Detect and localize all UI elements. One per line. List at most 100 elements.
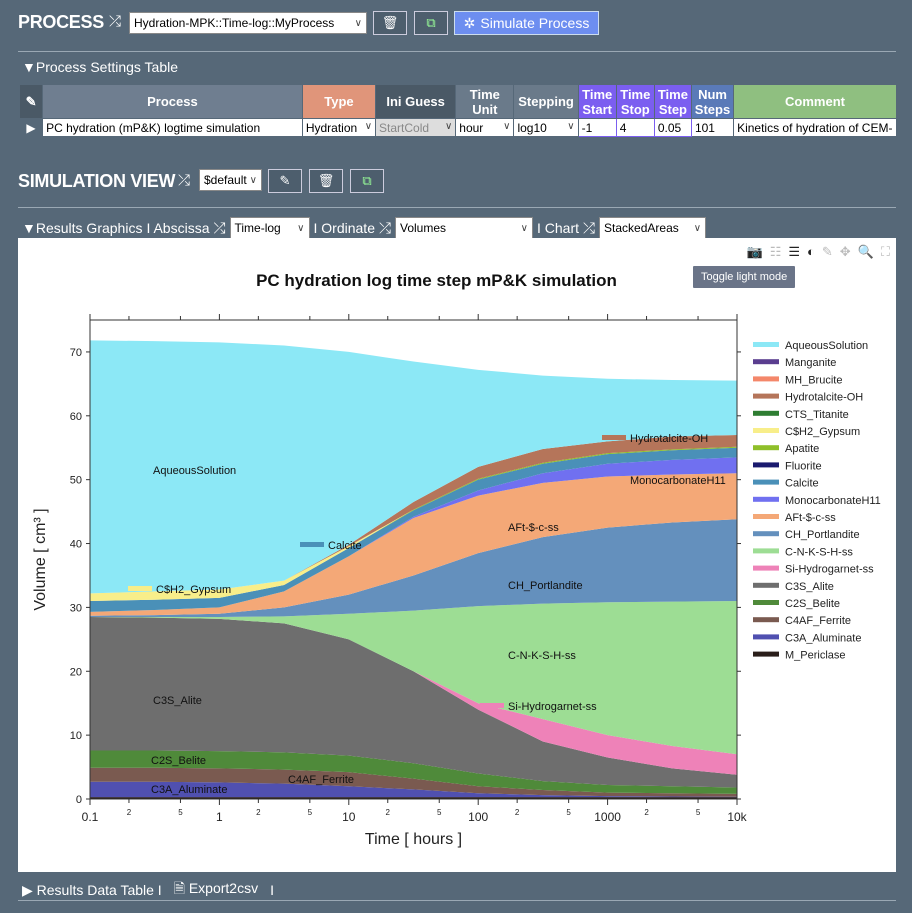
shuffle-icon[interactable]: ⤮ [109, 13, 122, 30]
delete-process-button[interactable]: 🗑 [373, 11, 407, 35]
chevron-down-icon: ∨ [520, 222, 528, 234]
area-ch-portlandite [90, 519, 737, 617]
chart-title: PC hydration log time step mP&K simulati… [256, 271, 617, 290]
shuffle-icon[interactable]: ⤮ [178, 172, 191, 189]
legend-item: Fluorite [785, 460, 822, 472]
export-csv-button[interactable]: 🗎 Export2csv [174, 878, 258, 902]
contrast-icon[interactable]: ◐ [807, 244, 815, 259]
legend-item: CTS_Titanite [785, 409, 849, 421]
cell[interactable]: log10 ∨ [513, 118, 579, 137]
column-header[interactable]: Comment [733, 84, 897, 119]
camera-icon[interactable]: 📷 [746, 244, 763, 259]
legend-item: Calcite [785, 478, 819, 490]
stacked-area-chart[interactable]: 0 10 20 30 40 50 60 70 2 5 2 5 2 5 2 5 2 5 0.1 1 10 100 1000 10… [18, 238, 896, 872]
chart-type-select[interactable]: StackedAreas ∨ [599, 217, 707, 239]
legend-item: C3S_Alite [785, 581, 834, 593]
x-minor-tick-label: 5 [308, 808, 313, 817]
x-minor-tick-label: 2 [386, 808, 391, 817]
annotation-swatch [602, 435, 626, 440]
annotation-label: C-N-K-S-H-ss [508, 650, 576, 662]
cell-value: -1 [581, 120, 593, 135]
devices-eye-icon: ⧉ [362, 173, 372, 188]
legend-item: Hydrotalcite-OH [785, 392, 863, 404]
cell[interactable]: Hydration ∨ [301, 118, 377, 137]
results-data-table-toggle[interactable]: ▶ Results Data Table I [22, 881, 162, 898]
shuffle-icon[interactable]: ⤮ [378, 219, 391, 237]
shuffle-icon[interactable]: ⤮ [213, 219, 226, 237]
annotation-label: Hydrotalcite-OH [630, 433, 708, 445]
y-tick-label: 70 [70, 347, 82, 359]
chart-label: I Chart [537, 220, 580, 236]
legend-swatch [753, 548, 779, 554]
delete-view-button[interactable]: 🗑 [309, 169, 343, 193]
legend-swatch [753, 462, 779, 468]
annotation-swatch [128, 586, 152, 591]
view-select[interactable]: $default ∨ [199, 169, 262, 191]
move-icon[interactable]: ✥ [839, 244, 851, 259]
chevron-down-icon: ∨ [444, 120, 453, 132]
cell-value: PC hydration (mP&K) logtime simulation [46, 120, 261, 135]
annotation-label: C$H2_Gypsum [156, 584, 231, 596]
x-tick-label: 10 [342, 810, 356, 824]
view-process-button[interactable]: ⧉ [414, 11, 448, 35]
legend-swatch [753, 393, 779, 399]
cell[interactable]: PC hydration (mP&K) logtime simulation [42, 118, 303, 137]
results-graphics-toggle[interactable]: ▼Results Graphics [22, 220, 143, 236]
cell-value: StartCold [379, 120, 430, 135]
chevron-down-icon: ∨ [297, 222, 305, 234]
edit-column-header[interactable]: ✎ [18, 84, 44, 119]
cell[interactable]: Kinetics of hydration of CEM- [733, 118, 897, 137]
legend-swatch [753, 445, 779, 451]
cell[interactable]: 4 [615, 118, 655, 137]
autoscale-icon[interactable]: ⛶ [880, 244, 890, 259]
legend-item: C2S_Belite [785, 598, 840, 610]
y-tick-label: 10 [70, 730, 82, 742]
cell[interactable]: 101 [690, 118, 735, 137]
view-devices-button[interactable]: ⧉ [350, 169, 384, 193]
legend-swatch [753, 410, 779, 416]
chevron-down-icon: ∨ [693, 222, 702, 234]
y-tick-label: 0 [76, 794, 82, 806]
process-settings-table: ✎ Process Type Ini Guess Time Unit Stepping T… [18, 84, 897, 137]
zoom-icon[interactable]: 🔍 [857, 244, 874, 259]
divider [18, 51, 896, 52]
column-header[interactable]: Ini Guess [375, 84, 457, 119]
cell[interactable]: hour ∨ [455, 118, 515, 137]
area-c4af-ferrite [90, 767, 737, 797]
legend-swatch [753, 600, 779, 605]
column-header[interactable]: Num Steps [690, 84, 735, 119]
list-icon[interactable]: ☰ [788, 244, 801, 259]
column-header[interactable]: Process [42, 84, 303, 119]
legend-item: AFt-$-c-ss [785, 512, 836, 524]
list-unchecked-icon[interactable]: ☷ [769, 244, 782, 259]
column-header[interactable]: Stepping [513, 84, 579, 119]
area-aqueoussolution [90, 340, 737, 594]
process-settings-toggle[interactable]: ▼Process Settings Table [22, 59, 178, 75]
cell[interactable]: StartCold ∨ [375, 118, 457, 137]
column-header[interactable]: Type [301, 84, 377, 119]
edit-view-button[interactable]: ✎ [268, 169, 302, 193]
annotation-label: Calcite [328, 540, 362, 552]
results-data-table-label: Results Data Table I [36, 881, 162, 898]
process-select[interactable]: Hydration-MPK::Time-log::MyProcess ∨ [129, 12, 367, 34]
legend-swatch [753, 565, 779, 571]
pencil-icon[interactable]: ✎ [821, 244, 833, 259]
cell[interactable]: 0.05 [653, 118, 692, 137]
shuffle-icon[interactable]: ⤮ [583, 219, 596, 237]
simulate-process-button[interactable]: ✲ Simulate Process [454, 11, 599, 35]
simulate-label: Simulate Process [480, 15, 590, 31]
column-header[interactable]: Time Stop [615, 84, 655, 119]
pencil-icon: ✎ [25, 94, 37, 109]
cell-value: Hydration [305, 120, 358, 135]
column-header[interactable]: Time Unit [455, 84, 515, 119]
results-graphics-title: Results Graphics [35, 220, 143, 236]
column-header[interactable]: Time Start [577, 84, 617, 119]
cell[interactable]: -1 [577, 118, 617, 137]
ordinate-select[interactable]: Volumes ∨ [395, 217, 533, 239]
process-title: PROCESS [18, 12, 104, 32]
expand-row-button[interactable]: ▶ [18, 118, 44, 137]
annotation-label: C3A_Aluminate [151, 784, 227, 796]
column-header[interactable]: Time Step [653, 84, 692, 119]
abscissa-select[interactable]: Time-log ∨ [229, 217, 310, 239]
pencil-icon: ✎ [279, 173, 291, 188]
